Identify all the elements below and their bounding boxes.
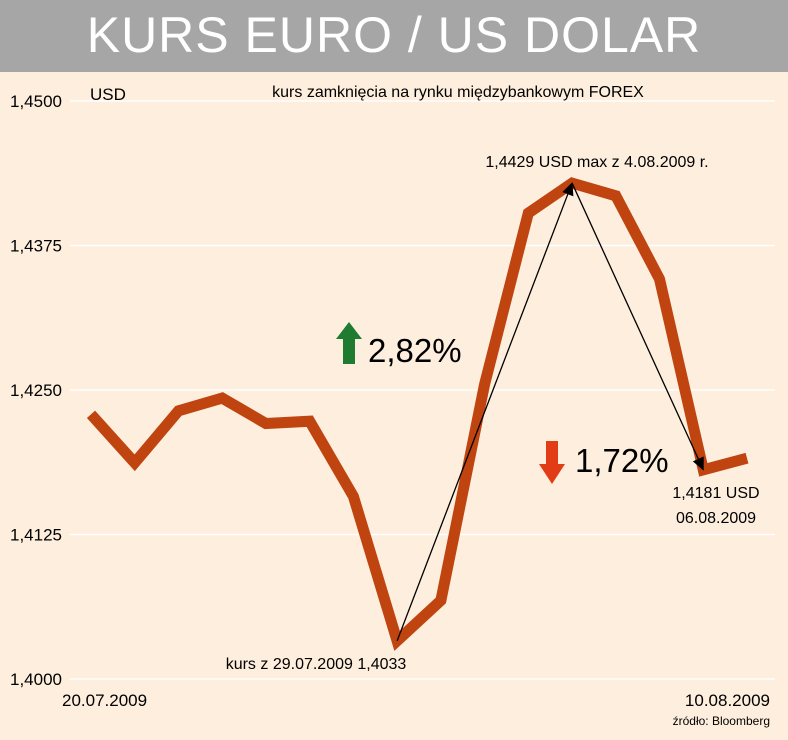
y-tick-label: 1,4000 [10,670,62,689]
y-axis-label: USD [90,85,126,104]
y-tick-label: 1,4250 [10,381,62,400]
x-end-label: 10.08.2009 [685,691,770,710]
last-date-annotation: 06.08.2009 [676,510,756,527]
arrow-down-icon [539,441,565,484]
chart-title: KURS EURO / US DOLAR [86,7,702,63]
rise-percent: 2,82% [368,332,462,369]
arrow-up-icon [336,322,362,364]
series-line [86,177,749,651]
title-bar: KURS EURO / US DOLAR [0,0,788,72]
last-value-annotation: 1,4181 USD [672,485,759,502]
x-start-label: 20.07.2009 [62,691,147,710]
fall-percent: 1,72% [575,442,669,479]
rise-arrow [396,182,574,642]
min-annotation: kurs z 29.07.2009 1,4033 [226,656,407,673]
y-tick-label: 1,4125 [10,526,62,545]
y-tick-label: 1,4375 [10,237,62,256]
fall-arrow [571,182,704,471]
chart-subtitle: kurs zamknięcia na rynku międzybankowym … [272,84,644,101]
max-annotation: 1,4429 USD max z 4.08.2009 r. [485,154,708,171]
y-tick-label: 1,4500 [10,92,62,111]
source-note: źródło: Bloomberg [672,714,770,728]
